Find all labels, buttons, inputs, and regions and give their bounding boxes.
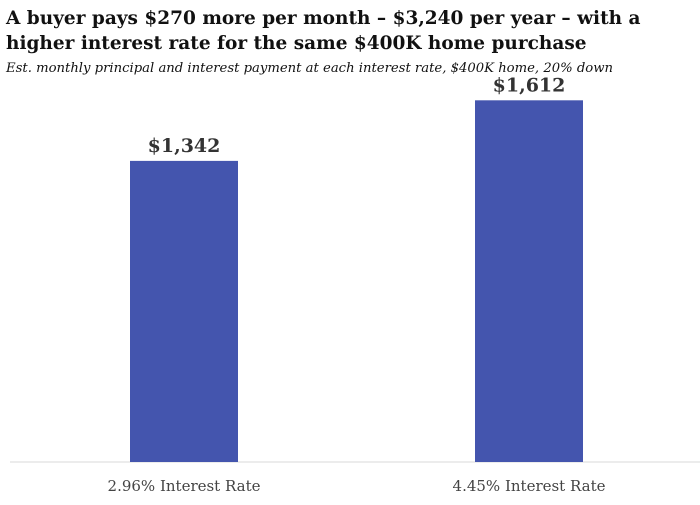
- data-label-1: $1,342: [148, 135, 221, 157]
- bars-group: [130, 100, 583, 463]
- x-tick-label-1: 2.96% Interest Rate: [108, 477, 261, 495]
- bar-2: [475, 100, 583, 463]
- labels-group: $1,342 2.96% Interest Rate $1,612 4.45% Int…: [108, 74, 606, 495]
- chart-subtitle: Est. monthly principal and interest paym…: [6, 61, 613, 76]
- bar-1: [130, 160, 238, 463]
- x-tick-label-2: 4.45% Interest Rate: [453, 477, 606, 495]
- data-label-2: $1,612: [493, 74, 566, 96]
- chart-title: A buyer pays $270 more per month – $3,24…: [6, 8, 641, 54]
